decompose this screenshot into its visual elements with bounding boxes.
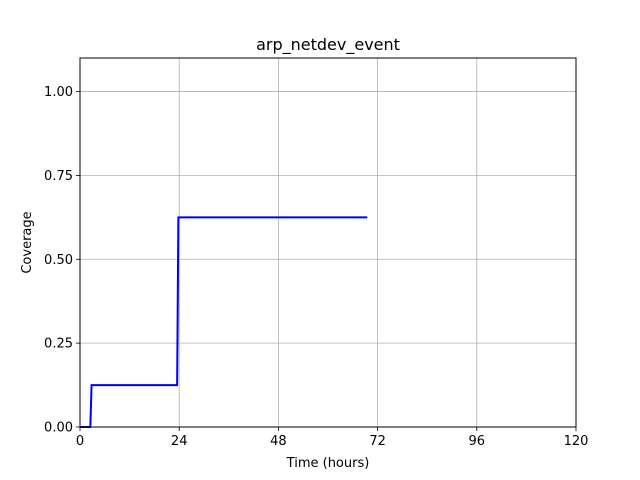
x-tick-label: 24 [171, 434, 188, 449]
x-tick-label: 48 [270, 434, 287, 449]
x-tick-label: 96 [469, 434, 486, 449]
y-tick-label: 0.00 [44, 421, 73, 436]
x-tick-label: 120 [564, 434, 589, 449]
x-axis-label: Time (hours) [286, 456, 370, 471]
x-tick-label: 0 [76, 434, 84, 449]
y-tick-label: 0.75 [44, 169, 73, 184]
x-tick-label: 72 [369, 434, 386, 449]
chart-title: arp_netdev_event [256, 35, 400, 55]
y-tick-label: 0.25 [44, 337, 73, 352]
y-tick-label: 1.00 [44, 85, 73, 100]
plot-frame [79, 57, 577, 428]
y-tick-label: 0.50 [44, 253, 73, 268]
y-axis-label: Coverage [20, 211, 35, 273]
axis-ticks: 0 24 48 72 96 120 0.00 0.25 0.50 0.75 1.00 [44, 85, 588, 449]
